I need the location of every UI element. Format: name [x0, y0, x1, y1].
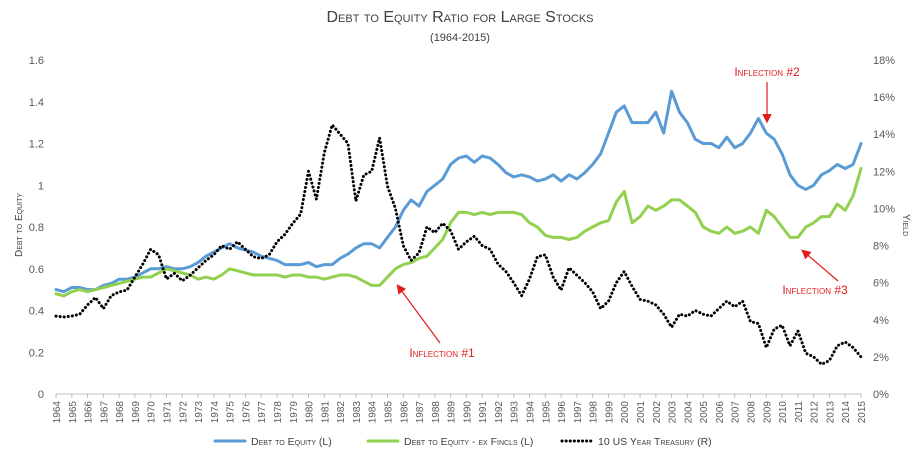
x-tick-label: 1971: [162, 401, 173, 424]
annotation-1: Inflection #1: [396, 284, 475, 360]
annotation-2-label: Inflection #2: [734, 65, 800, 79]
x-tick-label: 2000: [620, 401, 631, 424]
x-tick-label: 1968: [115, 401, 126, 424]
x-tick-label: 1992: [494, 401, 505, 424]
x-tick-label: 1973: [194, 401, 205, 424]
x-tick-label: 2003: [668, 401, 679, 424]
x-tick-label: 1986: [399, 401, 410, 424]
x-tick-label: 2012: [810, 401, 821, 424]
y-left-tick-label: 0.4: [29, 306, 44, 318]
x-tick-label: 1982: [336, 401, 347, 424]
y-right-tick-label: 16%: [873, 92, 895, 104]
y-left-tick-label: 1.4: [29, 97, 44, 109]
y-left-tick-label: 1.2: [29, 139, 44, 151]
x-tick-label: 1980: [305, 401, 316, 424]
x-tick-label: 1985: [383, 401, 394, 424]
annotation-3-label: Inflection #3: [782, 283, 848, 297]
annotation-1-arrow: [396, 284, 441, 344]
y-left-tick-label: 0.6: [29, 264, 44, 276]
x-tick-label: 1978: [273, 401, 284, 424]
series-line-1: [54, 89, 863, 294]
x-tick-label: 2005: [699, 401, 710, 424]
x-tick-label: 1995: [541, 401, 552, 424]
x-tick-label: 2013: [825, 401, 836, 424]
y-right-tick-label: 18%: [873, 55, 895, 67]
y-left-tick-label: 1: [38, 180, 44, 192]
y-right-tick-label: 0%: [873, 389, 889, 401]
chart-subtitle: (1964-2015): [430, 32, 490, 44]
x-tick-label: 1984: [368, 401, 379, 424]
x-tick-label: 1975: [226, 401, 237, 424]
x-tick-label: 1964: [52, 401, 63, 424]
legend-label-1: Debt to Equity (L): [251, 436, 332, 448]
y-left-tick-label: 1.6: [29, 55, 44, 67]
x-tick-label: 1977: [257, 401, 268, 424]
x-tick-label: 1972: [178, 401, 189, 424]
y-right-tick-label: 10%: [873, 203, 895, 215]
x-tick-label: 1966: [84, 401, 95, 424]
x-tick-label: 1979: [289, 401, 300, 424]
x-tick-label: 1976: [241, 401, 252, 424]
x-tick-label: 1994: [526, 401, 537, 424]
y-right-axis-title: Yield: [900, 214, 911, 236]
x-tick-label: 2015: [857, 401, 868, 424]
x-tick-label: 2002: [652, 401, 663, 424]
x-tick-label: 1987: [415, 401, 426, 424]
x-tick-label: 2001: [636, 401, 647, 424]
x-tick-label: 1969: [131, 401, 142, 424]
x-tick-label: 2007: [731, 401, 742, 424]
series-line-3: [54, 123, 863, 366]
x-tick-label: 1974: [210, 401, 221, 424]
chart-title: Debt to Equity Ratio for Large Stocks: [326, 9, 593, 26]
x-tick-label: 2009: [762, 401, 773, 424]
x-tick-label: 1996: [557, 401, 568, 424]
x-tick-label: 2008: [747, 401, 758, 424]
y-left-tick-label: 0.2: [29, 347, 44, 359]
legend: Debt to Equity (L) Debt to Equity - ex Fi…: [213, 436, 712, 448]
x-tick-label: 2014: [841, 401, 852, 424]
x-tick-label: 1965: [68, 401, 79, 424]
y-left-tick-label: 0.8: [29, 222, 44, 234]
legend-label-2: Debt to Equity - ex Fincls (L): [404, 436, 533, 448]
x-tick-label: 1988: [431, 401, 442, 424]
series-layer: [54, 89, 863, 366]
x-tick-label: 1993: [510, 401, 521, 424]
x-tick-label: 1991: [478, 401, 489, 424]
annotation-1-label: Inflection #1: [409, 346, 475, 360]
x-tick-label: 2011: [794, 401, 805, 423]
x-tick-label: 1990: [462, 401, 473, 424]
annotation-3: Inflection #3: [782, 249, 848, 297]
legend-label-3: 10 US Year Treasury (R): [598, 436, 712, 448]
y-left-ticks: 0 0.2 0.4 0.6 0.8 1 1.2 1.4 1.6: [29, 55, 44, 401]
x-tick-label: 1970: [147, 401, 158, 424]
x-ticks: 1964 1965 1966 1967 1968 1969 1970 1971 1972 1973…: [52, 394, 868, 423]
x-tick-label: 1989: [447, 401, 458, 424]
x-tick-label: 2006: [715, 401, 726, 424]
y-right-ticks: 0% 2% 4% 6% 8% 10% 12% 14% 16% 18%: [873, 55, 895, 401]
x-tick-label: 1998: [589, 401, 600, 424]
annotation-3-arrow: [801, 249, 839, 282]
x-tick-label: 1983: [352, 401, 363, 424]
y-left-tick-label: 0: [38, 389, 44, 401]
y-right-tick-label: 2%: [873, 352, 889, 364]
y-right-tick-label: 8%: [873, 241, 889, 253]
x-tick-label: 1967: [99, 401, 110, 424]
annotation-2: Inflection #2: [734, 65, 800, 124]
y-right-tick-label: 14%: [873, 129, 895, 141]
y-right-tick-label: 12%: [873, 166, 895, 178]
x-tick-label: 1999: [604, 401, 615, 424]
y-left-axis-title: Debt to Equity: [14, 193, 25, 257]
x-tick-label: 1997: [573, 401, 584, 424]
y-right-tick-label: 4%: [873, 315, 889, 327]
x-tick-label: 2004: [683, 401, 694, 424]
x-tick-label: 2010: [778, 401, 789, 424]
y-right-tick-label: 6%: [873, 278, 889, 290]
x-tick-label: 1981: [320, 401, 331, 424]
